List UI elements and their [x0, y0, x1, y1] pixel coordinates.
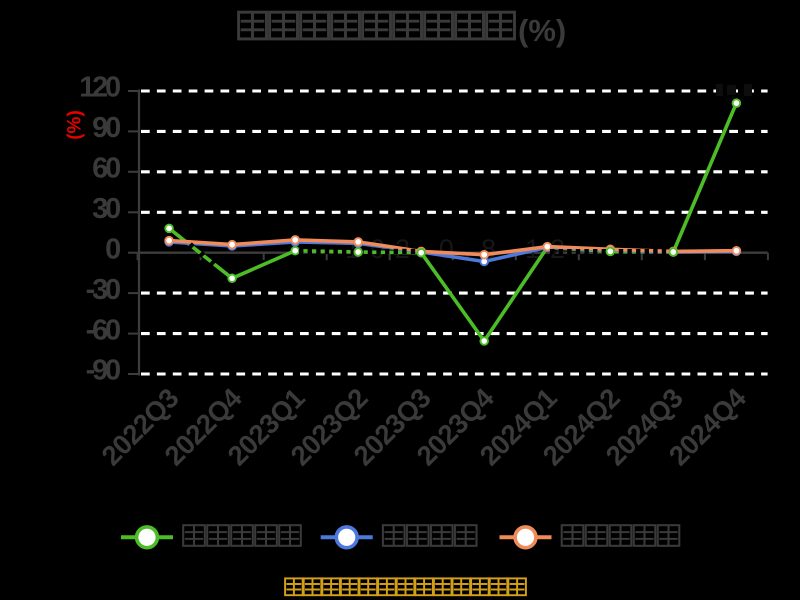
svg-text:90: 90 — [92, 112, 120, 144]
svg-text:0: 0 — [105, 233, 120, 265]
svg-text:(%): (%) — [518, 13, 566, 48]
svg-text:-60: -60 — [86, 314, 120, 346]
svg-text:60: 60 — [92, 153, 120, 185]
svg-text:-30: -30 — [86, 274, 120, 306]
svg-text:120: 120 — [79, 72, 120, 104]
svg-text:-90: -90 — [86, 355, 120, 387]
svg-text:30: 30 — [92, 193, 120, 225]
svg-text:(%): (%) — [65, 110, 86, 140]
